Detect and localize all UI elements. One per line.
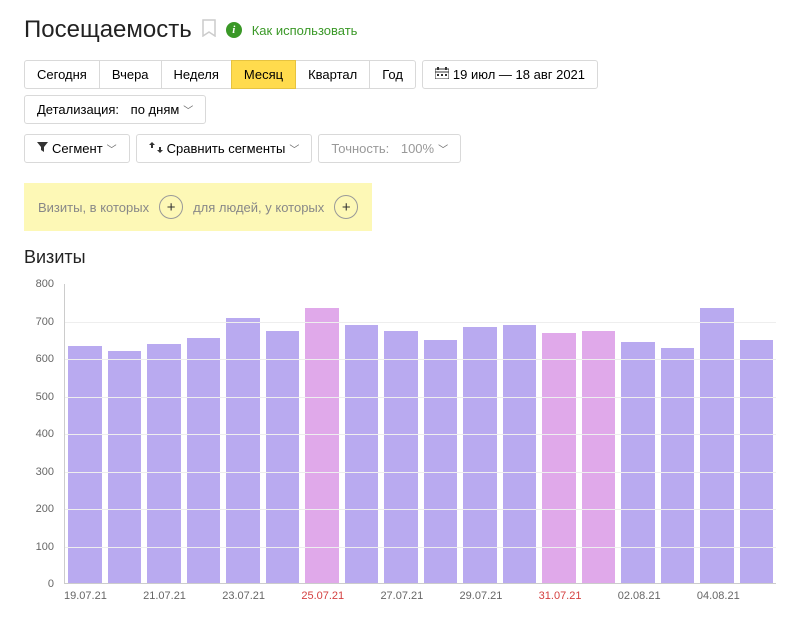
x-tick-slot: 02.08.21 [618,590,661,602]
segment-button[interactable]: Сегмент ﹀ [24,134,130,163]
help-link[interactable]: Как использовать [252,23,358,38]
bookmark-icon[interactable] [202,19,216,42]
x-tick-slot: 31.07.21 [539,590,582,602]
chart-bar[interactable] [266,331,300,583]
chart-bar[interactable] [582,331,616,583]
chart-plot [64,284,776,584]
chevron-down-icon: ﹀ [183,102,193,117]
detail-label: Детализация: [37,102,119,117]
segment-condition-bar: Визиты, в которых + для людей, у которых… [24,183,372,231]
x-tick-slot [661,590,697,602]
x-tick-slot: 21.07.21 [143,590,186,602]
calendar-icon [435,67,449,82]
chevron-down-icon: ﹀ [438,141,448,156]
date-range-button[interactable]: 19 июл — 18 авг 2021 [422,60,598,89]
x-tick-slot: 27.07.21 [380,590,423,602]
x-tick-slot [740,590,776,602]
y-axis: 0100200300400500600700800 [24,284,60,584]
filter-toolbar: Сегмент ﹀ Сравнить сегменты ﹀ Точность: … [24,134,776,163]
period-tab[interactable]: Сегодня [24,60,100,89]
add-visit-condition-button[interactable]: + [159,195,183,219]
y-tick-label: 700 [36,316,54,328]
add-people-condition-button[interactable]: + [334,195,358,219]
grid-line [65,547,776,548]
accuracy-value: 100% [401,141,434,156]
segment-label: Сегмент [52,141,103,156]
x-tick-slot [344,590,380,602]
period-tab-group: СегодняВчераНеделяМесяцКварталГод [24,60,416,89]
y-tick-label: 500 [36,391,54,403]
chart-bar[interactable] [345,325,379,583]
grid-line [65,509,776,510]
accuracy-button[interactable]: Точность: 100% ﹀ [318,134,461,163]
y-tick-label: 300 [36,466,54,478]
detail-button[interactable]: Детализация: по дням ﹀ [24,95,206,124]
chevron-down-icon: ﹀ [289,141,299,156]
x-tick-slot [186,590,222,602]
x-tick-slot [502,590,538,602]
segment-people-text: для людей, у которых [193,200,324,215]
y-tick-label: 400 [36,428,54,440]
period-tab[interactable]: Неделя [161,60,232,89]
chart-bar[interactable] [542,333,576,583]
x-tick-slot [423,590,459,602]
chart-title: Визиты [24,247,776,268]
visits-chart: 0100200300400500600700800 19.07.2121.07.… [24,284,776,624]
chart-bar[interactable] [305,308,339,583]
grid-line [65,434,776,435]
grid-line [65,397,776,398]
chart-bar[interactable] [226,318,260,583]
x-tick-slot: 04.08.21 [697,590,740,602]
filter-icon [37,142,48,156]
period-tab[interactable]: Вчера [99,60,162,89]
compare-label: Сравнить сегменты [167,141,286,156]
compare-icon [149,141,163,156]
grid-line [65,322,776,323]
page-title: Посещаемость [24,16,192,44]
y-tick-label: 600 [36,353,54,365]
y-tick-label: 800 [36,278,54,290]
x-axis: 19.07.21 21.07.21 23.07.21 25.07.21 27.07.21… [64,590,776,602]
y-tick-label: 200 [36,503,54,515]
info-icon: i [226,22,242,38]
y-tick-label: 100 [36,541,54,553]
compare-segments-button[interactable]: Сравнить сегменты ﹀ [136,134,313,163]
x-tick-slot: 29.07.21 [460,590,503,602]
chart-bar[interactable] [108,351,142,583]
x-tick-slot [581,590,617,602]
x-tick-slot: 19.07.21 [64,590,107,602]
period-tab[interactable]: Год [369,60,416,89]
period-tab[interactable]: Месяц [231,60,296,89]
chevron-down-icon: ﹀ [107,141,117,156]
chart-bar[interactable] [661,348,695,583]
chart-bar[interactable] [700,308,734,583]
segment-visits-text: Визиты, в которых [38,200,149,215]
x-tick-slot: 23.07.21 [222,590,265,602]
y-tick-label: 0 [48,578,54,590]
chart-bar[interactable] [384,331,418,583]
accuracy-label: Точность: [331,141,389,156]
grid-line [65,359,776,360]
chart-bar[interactable] [503,325,537,583]
grid-line [65,472,776,473]
x-tick-slot: 25.07.21 [301,590,344,602]
x-tick-slot [265,590,301,602]
detail-value: по дням [131,102,180,117]
period-tab[interactable]: Квартал [295,60,370,89]
date-range-text: 19 июл — 18 авг 2021 [453,67,585,82]
chart-bar[interactable] [463,327,497,583]
x-tick-slot [107,590,143,602]
period-toolbar: СегодняВчераНеделяМесяцКварталГод 19 июл… [24,60,776,124]
